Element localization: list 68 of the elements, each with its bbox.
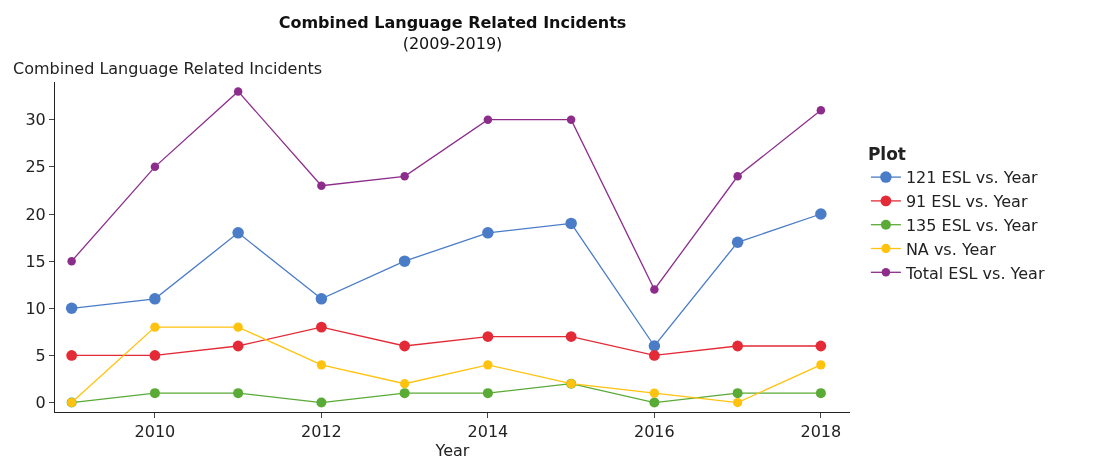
point — [233, 388, 244, 399]
point — [400, 172, 409, 181]
legend-title: Plot — [867, 144, 906, 165]
point — [150, 322, 160, 332]
point — [565, 217, 577, 230]
x-tick-label: 2018 — [800, 422, 842, 442]
point — [233, 87, 243, 96]
point — [149, 350, 161, 361]
point — [482, 227, 494, 239]
point — [398, 255, 411, 267]
point — [732, 397, 743, 408]
x-tick-label: 2010 — [134, 422, 176, 442]
point — [316, 360, 327, 370]
point — [483, 115, 493, 124]
y-tick-label: 5 — [35, 346, 46, 366]
point — [648, 340, 661, 352]
chart-subtitle: (2009-2019) — [402, 33, 503, 53]
x-tick-label: 2012 — [301, 422, 342, 442]
legend-label: 135 ESL vs. Year — [905, 215, 1039, 235]
point — [483, 360, 493, 370]
point — [649, 397, 660, 408]
point — [400, 379, 410, 389]
x-tick-label: 2016 — [634, 422, 675, 442]
point — [67, 256, 76, 266]
point — [317, 181, 326, 190]
point — [482, 331, 494, 342]
point — [233, 322, 243, 332]
legend-label: NA vs. Year — [905, 239, 997, 259]
point — [399, 388, 410, 399]
x-tick-label: 2014 — [467, 422, 509, 442]
point — [232, 227, 244, 239]
point — [65, 302, 78, 315]
legend-label: Total ESL vs. Year — [904, 263, 1045, 283]
point — [733, 172, 742, 181]
point — [232, 340, 244, 352]
y-axis-title: Combined Language Related Incidents — [13, 59, 323, 78]
point — [815, 340, 827, 352]
y-tick-label: 10 — [25, 298, 46, 318]
point — [731, 236, 744, 249]
point — [315, 293, 328, 305]
point — [566, 115, 576, 124]
y-tick-label: 25 — [25, 157, 46, 177]
point — [149, 293, 161, 305]
x-axis-title: Year — [434, 441, 470, 461]
chart-title: Combined Language Related Incidents — [278, 12, 627, 32]
y-tick-label: 15 — [25, 251, 46, 271]
point — [648, 350, 660, 361]
point — [316, 321, 327, 333]
y-tick-label: 0 — [35, 393, 46, 413]
point — [316, 397, 327, 408]
y-tick-label: 30 — [25, 110, 46, 130]
legend-label: 91 ESL vs. Year — [905, 192, 1028, 212]
point — [816, 360, 826, 370]
point — [732, 340, 743, 352]
point — [649, 388, 659, 398]
y-tick-label: 20 — [25, 204, 46, 224]
point — [816, 106, 826, 115]
point — [150, 162, 160, 172]
point — [66, 350, 78, 361]
legend-label: 121 ESL vs. Year — [905, 168, 1039, 188]
point — [399, 340, 411, 352]
point — [482, 388, 493, 399]
point — [650, 285, 659, 294]
point — [732, 388, 743, 399]
point — [565, 331, 577, 342]
point — [815, 388, 826, 399]
point — [815, 208, 827, 220]
point — [149, 388, 160, 399]
